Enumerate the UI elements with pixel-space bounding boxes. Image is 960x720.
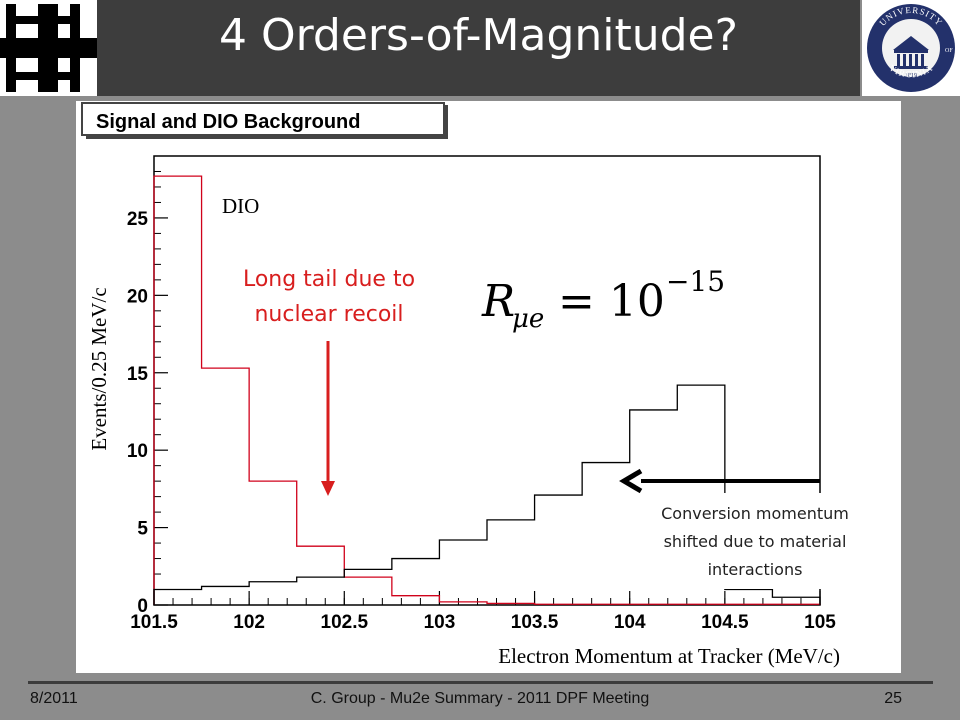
- x-tick-label: 102.5: [321, 612, 369, 633]
- svg-text:−15: −15: [666, 265, 725, 298]
- y-tick-label: 0: [137, 596, 148, 617]
- y-axis-label: Events/0.25 MeV/c: [87, 287, 111, 450]
- x-tick-label: 103.5: [511, 612, 559, 633]
- ratio-formula: R μe = 10 −15: [481, 265, 725, 334]
- x-tick-label: 104: [614, 612, 646, 633]
- dio-series-label: DIO: [222, 194, 259, 218]
- histogram-outline: [153, 384, 821, 605]
- x-tick-label: 101.5: [130, 612, 178, 633]
- tail-annotation-line2: nuclear recoil: [254, 302, 403, 327]
- conversion-annotation-line2: shifted due to material: [664, 532, 847, 551]
- x-tick-label: 103: [424, 612, 456, 633]
- chart-title-box: [81, 102, 445, 136]
- seal-text-of: OF: [945, 48, 953, 54]
- svg-text:μe: μe: [512, 304, 544, 334]
- conversion-arrow-head: [619, 468, 643, 494]
- figure-panel: Signal and DIO Background 0 5 10 15 20 25 101…: [76, 101, 901, 673]
- x-tick-label: 104.5: [701, 612, 749, 633]
- tail-annotation-line1: Long tail due to: [243, 267, 415, 292]
- y-tick-label: 10: [127, 441, 148, 462]
- slide-title: 4 Orders-of-Magnitude?: [219, 10, 738, 61]
- svg-text:R: R: [481, 276, 515, 327]
- y-tick-label: 5: [137, 519, 148, 540]
- conversion-annotation-line3: interactions: [708, 560, 803, 579]
- footer-date: 8/2011: [30, 690, 78, 707]
- conversion-annotation-line1: Conversion momentum: [661, 504, 849, 523]
- histogram-series-1: [153, 384, 821, 605]
- x-tick-label: 105: [804, 612, 836, 633]
- conversion-annotation-bg: [624, 493, 900, 589]
- histogram-outline: [153, 175, 821, 605]
- histogram-series-0: [153, 175, 821, 605]
- histogram-chart: Signal and DIO Background 0 5 10 15 20 25 101…: [81, 102, 900, 668]
- fermilab-logo: [0, 0, 97, 96]
- y-tick-label: 25: [127, 209, 149, 230]
- y-tick-label: 15: [127, 364, 149, 385]
- y-tick-label: 20: [127, 286, 148, 307]
- tail-arrow-head: [321, 481, 335, 496]
- university-seal-logo: 1819 UNIVERSITY OF VIRGINIA: [862, 0, 960, 96]
- page-number: 25: [884, 690, 902, 707]
- svg-text:= 10: = 10: [558, 276, 665, 327]
- seal-year: 1819: [905, 73, 917, 79]
- footer-title: C. Group - Mu2e Summary - 2011 DPF Meeti…: [310, 690, 650, 707]
- footer-divider: [28, 681, 933, 684]
- x-tick-label: 102: [233, 612, 265, 633]
- chart-title: Signal and DIO Background: [96, 111, 360, 133]
- title-bar: 4 Orders-of-Magnitude?: [97, 0, 860, 96]
- x-axis-label: Electron Momentum at Tracker (MeV/c): [498, 644, 840, 668]
